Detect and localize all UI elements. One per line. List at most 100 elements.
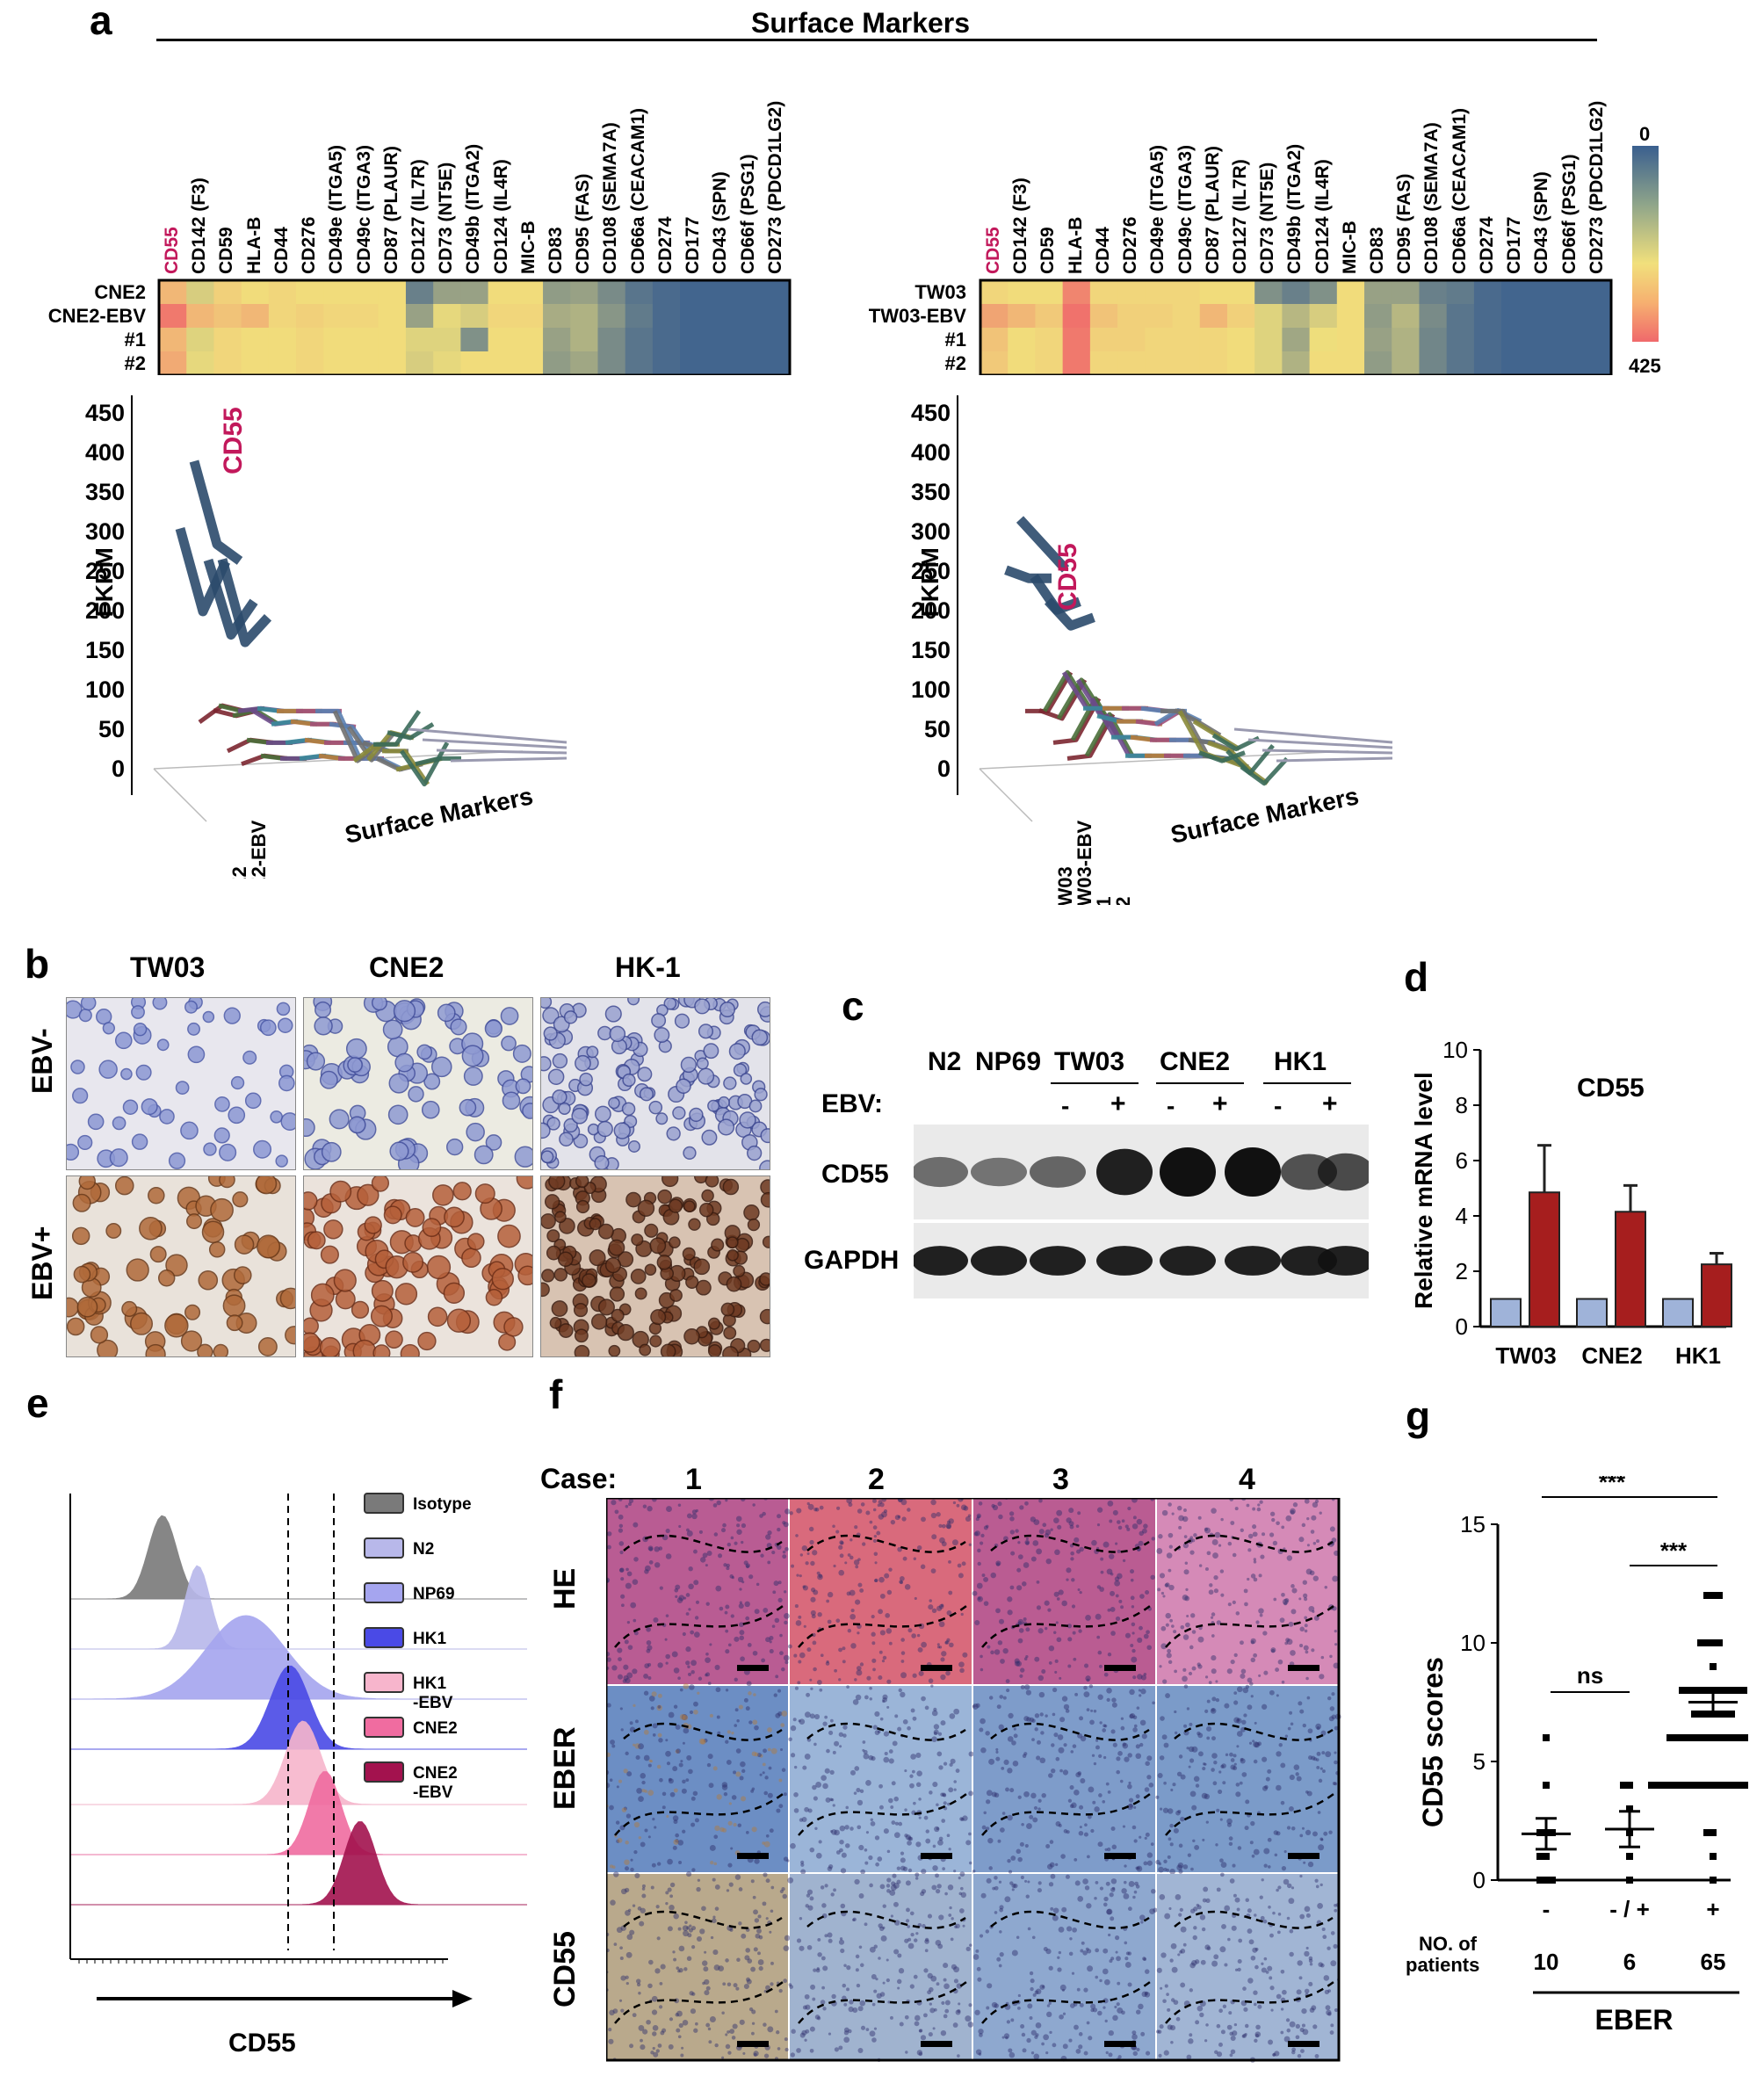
nucleus-dot — [1131, 1605, 1135, 1609]
nucleus-dot — [665, 1661, 669, 1665]
nucleus-dot — [740, 1761, 746, 1768]
heatmap-cell — [488, 351, 517, 375]
heatmap-cell — [1364, 351, 1392, 375]
nucleus-dot — [1233, 1717, 1240, 1724]
nucleus-dot — [1318, 1844, 1325, 1851]
nucleus-dot — [1167, 1855, 1171, 1859]
cell — [597, 1298, 615, 1316]
nucleus-dot — [1187, 1853, 1192, 1857]
nucleus-dot — [1290, 1650, 1296, 1656]
nucleus-dot — [741, 1933, 747, 1939]
nucleus-dot — [814, 2015, 821, 2020]
heatmap-cell — [543, 328, 571, 352]
cell — [466, 1122, 485, 1142]
nucleus-dot — [1236, 1686, 1243, 1693]
row-cd55: CD55 — [548, 1931, 582, 2007]
nucleus-dot — [1330, 1931, 1335, 1935]
ihc-tile — [606, 1874, 788, 2060]
group-label: - — [1543, 1896, 1551, 1922]
heatmap-cell — [1035, 328, 1064, 352]
nucleus-dot — [890, 1519, 896, 1525]
nucleus-dot — [1128, 1798, 1134, 1803]
nucleus-dot — [1195, 2020, 1200, 2025]
nucleus-dot — [1310, 1530, 1315, 1534]
nucleus-dot — [934, 1826, 940, 1833]
nucleus-dot — [959, 1908, 965, 1913]
nucleus-dot — [1213, 1588, 1219, 1594]
nucleus-dot — [619, 1946, 623, 1950]
nucleus-dot — [1174, 1710, 1177, 1714]
nucleus-dot — [806, 1647, 812, 1653]
cell — [310, 1283, 335, 1307]
cell — [575, 1176, 589, 1189]
nucleus-dot — [632, 1579, 639, 1586]
nucleus-dot — [656, 1936, 661, 1941]
y-axis-label: FKPM — [90, 547, 118, 617]
series-line — [189, 459, 243, 565]
nucleus-dot — [1017, 1638, 1023, 1644]
cell — [463, 1067, 483, 1086]
cell — [575, 1199, 590, 1214]
nucleus-dot — [702, 1552, 708, 1559]
nucleus-dot — [1295, 1772, 1299, 1776]
legend-label: Isotype — [413, 1495, 472, 1514]
nucleus-dot — [817, 2016, 821, 2021]
nucleus-dot — [910, 1932, 915, 1937]
cell — [604, 1005, 622, 1023]
nucleus-dot — [842, 1983, 847, 1988]
nucleus-dot — [730, 1614, 734, 1618]
cell — [586, 1045, 599, 1059]
nucleus-dot — [1191, 1630, 1196, 1634]
nucleus-dot — [620, 1577, 625, 1581]
nucleus-dot — [1311, 1755, 1316, 1761]
heatmap-cell — [570, 280, 598, 305]
nucleus-dot — [1253, 1990, 1258, 1995]
nucleus-dot — [947, 1802, 951, 1806]
nucleus-dot — [1030, 1792, 1037, 1799]
nucleus-dot — [1180, 1774, 1186, 1780]
nucleus-dot — [1083, 1832, 1088, 1837]
nucleus-dot — [957, 2009, 961, 2014]
nucleus-dot — [799, 1574, 802, 1578]
y-tick-label: 250 — [911, 558, 951, 584]
marker-label: CD44 — [1092, 227, 1113, 274]
nucleus-dot — [656, 1704, 663, 1711]
nucleus-dot — [900, 1581, 904, 1585]
cell — [611, 1308, 625, 1322]
nucleus-dot — [1328, 1830, 1333, 1834]
cell — [159, 1109, 175, 1125]
nucleus-dot — [1268, 2039, 1274, 2045]
cell — [80, 998, 97, 1011]
nucleus-dot — [1216, 1620, 1222, 1625]
nucleus-dot — [882, 1655, 887, 1660]
data-point — [1697, 1782, 1704, 1789]
nucleus-dot — [979, 1541, 984, 1545]
nucleus-dot — [923, 2013, 928, 2018]
nucleus-dot — [790, 2052, 795, 2058]
nucleus-dot — [728, 1882, 734, 1887]
nucleus-dot — [1083, 1685, 1088, 1690]
cell — [516, 1176, 532, 1190]
cell — [608, 1344, 621, 1356]
nucleus-dot — [619, 1567, 625, 1573]
nucleus-dot — [1032, 1993, 1037, 1997]
cell — [609, 1025, 626, 1043]
heatmap-cell — [1145, 304, 1174, 329]
nucleus-dot — [1106, 1697, 1110, 1702]
data-point — [1716, 1592, 1723, 1599]
cell — [484, 1019, 502, 1038]
nucleus-dot — [829, 1769, 835, 1775]
nucleus-dot — [1260, 1554, 1265, 1559]
heatmap-cell — [1035, 304, 1064, 329]
nucleus-dot — [629, 2043, 634, 2049]
nucleus-dot — [1178, 1869, 1183, 1874]
nucleus-dot — [879, 1717, 884, 1721]
nucleus-dot — [776, 1808, 781, 1813]
nucleus-dot — [1018, 1628, 1024, 1633]
nucleus-dot — [891, 1881, 896, 1886]
nucleus-dot — [1092, 1800, 1096, 1805]
nucleus-dot — [1106, 1908, 1113, 1915]
nucleus-dot — [730, 1536, 734, 1540]
nucleus-dot — [900, 1651, 906, 1655]
nucleus-dot — [1219, 1858, 1224, 1863]
